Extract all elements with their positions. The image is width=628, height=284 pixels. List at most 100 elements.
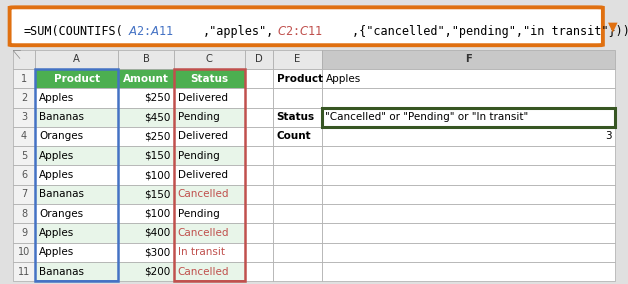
Text: $150: $150 [144, 151, 171, 161]
Bar [35, 165, 118, 185]
Text: $C$2:$C$11: $C$2:$C$11 [277, 25, 323, 38]
Bar [13, 69, 35, 88]
Bar [118, 69, 174, 88]
Text: 3: 3 [605, 131, 612, 141]
Text: ,{"cancelled","pending","in transit"})): ,{"cancelled","pending","in transit"})) [352, 25, 628, 38]
Bar [174, 243, 245, 262]
Bar [13, 50, 35, 69]
Text: Apples: Apples [39, 93, 74, 103]
Text: 3: 3 [21, 112, 27, 122]
Bar [35, 127, 118, 146]
Text: $300: $300 [144, 247, 171, 257]
Text: Amount: Amount [123, 74, 169, 83]
Text: Bananas: Bananas [39, 112, 84, 122]
Bar [174, 223, 245, 243]
Text: $200: $200 [144, 266, 171, 277]
Bar [245, 165, 273, 185]
Bar [35, 146, 118, 165]
Text: ▼: ▼ [607, 20, 617, 34]
Bar [35, 204, 118, 223]
Bar [245, 204, 273, 223]
Text: $250: $250 [144, 131, 171, 141]
Bar [118, 262, 174, 281]
Text: Status: Status [190, 74, 229, 83]
Bar [322, 108, 615, 127]
Text: Apples: Apples [39, 228, 74, 238]
Text: D: D [255, 54, 263, 64]
Text: Apples: Apples [39, 170, 74, 180]
Bar [118, 50, 174, 69]
Bar [35, 88, 118, 108]
Bar [273, 69, 322, 88]
Text: Cancelled: Cancelled [178, 266, 229, 277]
Text: 4: 4 [21, 131, 27, 141]
Bar [245, 108, 273, 127]
Bar [245, 88, 273, 108]
Bar [118, 185, 174, 204]
Text: Delivered: Delivered [178, 93, 228, 103]
Text: 9: 9 [21, 228, 27, 238]
Bar [13, 165, 35, 185]
Bar [273, 262, 322, 281]
Bar [174, 204, 245, 223]
Bar [174, 88, 245, 108]
Bar [13, 88, 35, 108]
Text: A: A [73, 54, 80, 64]
Bar [13, 204, 35, 223]
Bar [35, 243, 118, 262]
Bar [35, 262, 118, 281]
Bar [13, 146, 35, 165]
Bar [35, 50, 118, 69]
Bar [322, 108, 615, 127]
Text: $100: $100 [144, 209, 171, 219]
Bar [273, 223, 322, 243]
Bar [118, 146, 174, 165]
Bar [174, 146, 245, 165]
Text: C: C [206, 54, 213, 64]
Bar [273, 243, 322, 262]
Text: Oranges: Oranges [39, 209, 84, 219]
Text: =SUM(COUNTIFS(: =SUM(COUNTIFS( [23, 25, 123, 38]
Bar [35, 185, 118, 204]
Text: 7: 7 [21, 189, 27, 199]
Bar [322, 262, 615, 281]
Text: 10: 10 [18, 247, 30, 257]
Bar [322, 185, 615, 204]
Bar [174, 69, 245, 281]
Text: Status: Status [276, 112, 315, 122]
Bar [322, 146, 615, 165]
Text: $A$2:$A$11: $A$2:$A$11 [127, 25, 174, 38]
Text: Bananas: Bananas [39, 189, 84, 199]
Text: Apples: Apples [39, 247, 74, 257]
Bar [118, 108, 174, 127]
Bar [273, 108, 322, 127]
Bar [174, 50, 245, 69]
Bar [174, 69, 245, 88]
Text: Pending: Pending [178, 209, 220, 219]
Text: $250: $250 [144, 93, 171, 103]
Text: Delivered: Delivered [178, 170, 228, 180]
Bar [118, 204, 174, 223]
Bar [35, 69, 118, 281]
Text: F: F [465, 54, 472, 64]
Bar [13, 108, 35, 127]
Bar [13, 262, 35, 281]
Bar [35, 108, 118, 127]
Text: Oranges: Oranges [39, 131, 84, 141]
Text: Pending: Pending [178, 151, 220, 161]
Text: Cancelled: Cancelled [178, 228, 229, 238]
Bar [273, 50, 322, 69]
Bar [13, 223, 35, 243]
Bar [118, 243, 174, 262]
Bar [322, 243, 615, 262]
Bar [245, 146, 273, 165]
Text: $400: $400 [144, 228, 171, 238]
Bar [273, 204, 322, 223]
Text: B: B [143, 54, 149, 64]
Text: Bananas: Bananas [39, 266, 84, 277]
Bar [322, 50, 615, 69]
Bar [174, 185, 245, 204]
Bar [35, 69, 118, 88]
Bar [273, 146, 322, 165]
Bar [174, 262, 245, 281]
